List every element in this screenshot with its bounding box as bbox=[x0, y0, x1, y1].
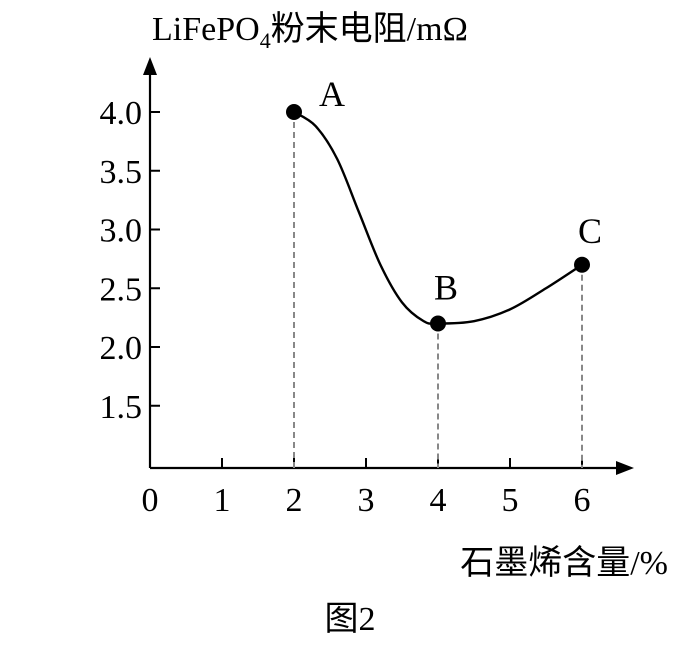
point-label-a: A bbox=[319, 74, 345, 114]
y-tick-label: 4.0 bbox=[100, 95, 143, 132]
x-tick-label: 2 bbox=[286, 482, 303, 519]
x-tick-label: 0 bbox=[142, 482, 159, 519]
x-tick-label: 6 bbox=[574, 482, 591, 519]
figure-caption: 图2 bbox=[325, 601, 376, 638]
y-axis-title: LiFePO4粉末电阻/mΩ bbox=[152, 10, 468, 53]
x-tick-label: 4 bbox=[430, 482, 447, 519]
point-b bbox=[430, 315, 446, 332]
y-tick-label: 3.5 bbox=[100, 154, 143, 191]
data-curve bbox=[293, 110, 583, 325]
y-axis-arrow bbox=[143, 57, 157, 75]
y-tick-label: 2.5 bbox=[100, 271, 143, 308]
drop-lines bbox=[293, 112, 583, 468]
point-a bbox=[286, 104, 302, 120]
point-label-c: C bbox=[578, 211, 602, 251]
axes bbox=[143, 57, 634, 475]
x-axis-title: 石墨烯含量/% bbox=[460, 544, 668, 582]
y-tick-label: 3.0 bbox=[100, 213, 143, 250]
y-tick-label: 1.5 bbox=[100, 389, 143, 426]
data-points: A B C bbox=[286, 74, 602, 332]
x-tick-label: 3 bbox=[358, 482, 375, 519]
x-ticks: 0 1 2 3 4 5 6 bbox=[142, 458, 591, 519]
x-tick-label: 1 bbox=[214, 482, 231, 519]
point-label-b: B bbox=[434, 268, 458, 308]
y-tick-label: 2.0 bbox=[100, 330, 143, 367]
x-axis-arrow bbox=[616, 461, 634, 475]
x-tick-label: 5 bbox=[502, 482, 519, 519]
y-ticks: 1.5 2.0 2.5 3.0 3.5 4.0 bbox=[100, 95, 160, 426]
point-c bbox=[574, 256, 590, 273]
